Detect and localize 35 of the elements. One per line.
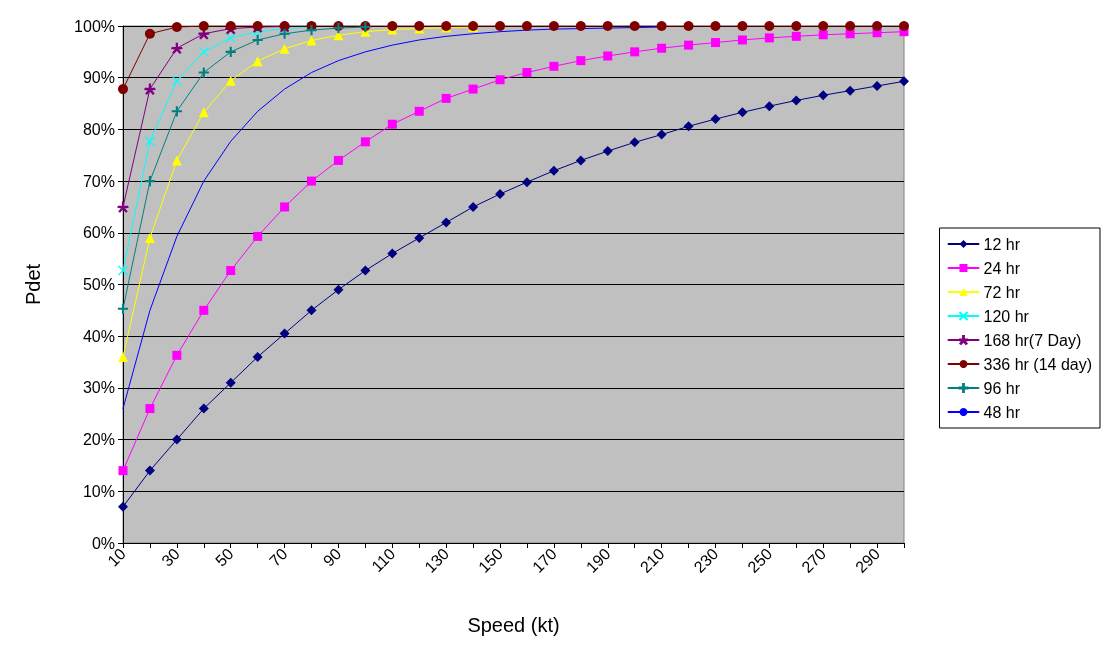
legend-label: 120 hr — [983, 307, 1030, 325]
y-tick-label: 0% — [91, 534, 115, 552]
y-tick-label: 20% — [82, 431, 115, 449]
y-axis-title: Pdet — [22, 263, 44, 306]
x-tick-label: 110 — [368, 544, 399, 576]
x-tick-label: 290 — [852, 544, 884, 576]
y-tick-label: 10% — [82, 482, 115, 500]
legend-label: 24 hr — [983, 259, 1021, 277]
y-tick-label: 50% — [82, 276, 115, 293]
x-tick-label: 210 — [636, 544, 668, 576]
legend-label: 12 hr — [983, 235, 1021, 253]
x-tick-label: 30 — [158, 544, 183, 570]
x-axis-title: Speed (kt) — [467, 614, 560, 636]
x-tick-label: 150 — [475, 544, 507, 576]
y-tick-label: 90% — [82, 69, 115, 87]
x-tick-label: 50 — [212, 544, 237, 570]
y-tick-label: 60% — [82, 224, 115, 242]
x-tick-label: 270 — [798, 544, 830, 576]
x-tick-label: 90 — [319, 544, 345, 570]
y-tick-label: 80% — [82, 120, 115, 138]
legend-label: 72 hr — [983, 283, 1021, 301]
legend-label: 168 hr(7 Day) — [983, 331, 1082, 349]
y-tick-label: 100% — [74, 17, 115, 35]
x-tick-label: 230 — [690, 544, 722, 576]
x-tick-label: 190 — [582, 544, 614, 576]
legend-label: 48 hr — [983, 403, 1021, 421]
legend-label: 96 hr — [983, 379, 1021, 397]
x-tick-label: 250 — [744, 544, 776, 576]
y-tick-label: 40% — [82, 327, 115, 345]
x-tick-label: 130 — [421, 544, 453, 576]
x-tick-label: 70 — [266, 544, 291, 570]
y-tick-label: 30% — [82, 379, 115, 397]
legend-label: 336 hr (14 day) — [983, 355, 1093, 373]
y-tick-label: 70% — [82, 172, 115, 190]
x-tick-label: 170 — [529, 544, 560, 576]
